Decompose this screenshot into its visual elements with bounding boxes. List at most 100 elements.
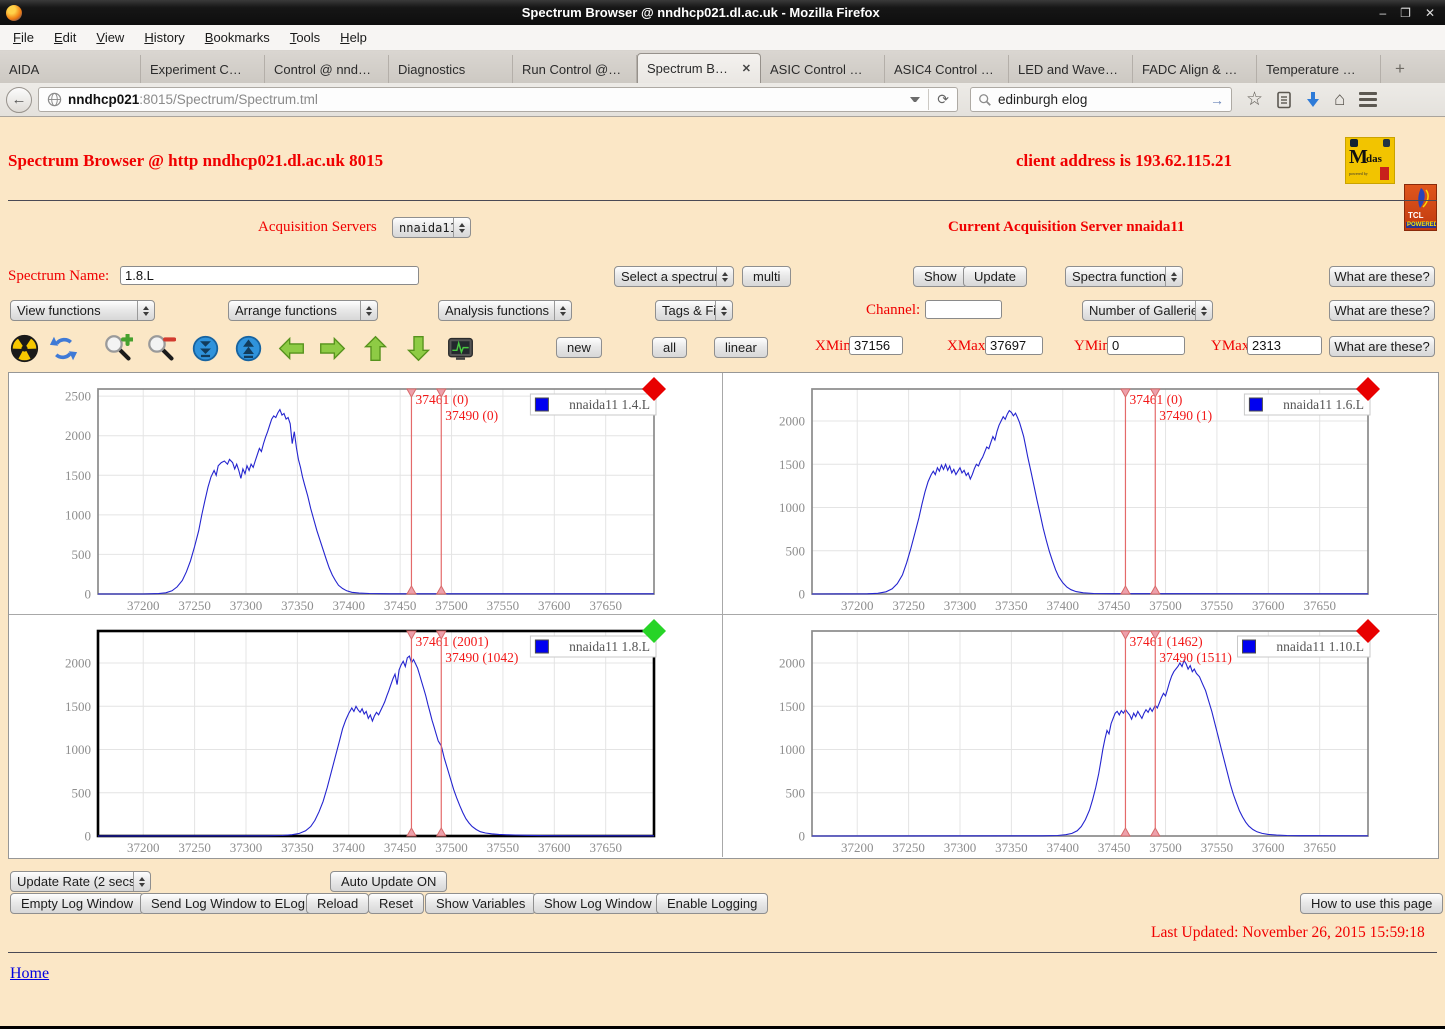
how-to-use-button[interactable]: How to use this page (1300, 893, 1443, 914)
back-button[interactable]: ← (6, 87, 32, 113)
svg-text:37250: 37250 (892, 840, 925, 855)
menu-hamburger-icon[interactable] (1359, 92, 1377, 107)
display-icon[interactable] (446, 334, 475, 363)
what-are-these-button-3[interactable]: What are these? (1329, 336, 1435, 357)
zoom-in-icon[interactable] (104, 334, 133, 363)
last-updated-text: Last Updated: November 26, 2015 15:59:18 (1151, 924, 1425, 942)
select-a-spectrum-dropdown[interactable]: Select a spectrum (614, 266, 734, 287)
tab-asic-control[interactable]: ASIC Control … (761, 55, 885, 83)
site-globe-icon (47, 92, 62, 107)
spectrum-panel-1-6-L[interactable]: 0500100015002000372003725037300373503740… (723, 373, 1437, 615)
search-input[interactable]: edinburgh elog (998, 92, 1203, 107)
menu-bookmarks[interactable]: Bookmarks (196, 27, 279, 48)
pan-up-icon[interactable] (361, 334, 390, 363)
what-are-these-button-1[interactable]: What are these? (1329, 266, 1435, 287)
linear-button[interactable]: linear (714, 337, 768, 358)
ymin-input[interactable] (1107, 336, 1185, 355)
refresh-icon[interactable] (49, 334, 78, 363)
spectrum-panel-1-10-L[interactable]: 0500100015002000372003725037300373503740… (723, 615, 1437, 857)
menu-help[interactable]: Help (331, 27, 376, 48)
tab-fadc-align[interactable]: FADC Align & … (1133, 55, 1257, 83)
xmin-label: XMin (815, 338, 851, 355)
channel-input[interactable] (925, 300, 1002, 319)
tab-run-control[interactable]: Run Control @… (513, 55, 637, 83)
bookmarks-list-icon[interactable] (1276, 91, 1292, 109)
window-maximize-button[interactable]: ❐ (1400, 6, 1411, 20)
xmin-input[interactable] (849, 336, 903, 355)
svg-text:0: 0 (85, 829, 92, 844)
spectra-functions-dropdown[interactable]: Spectra functions (1065, 266, 1183, 287)
pan-right-icon[interactable] (318, 334, 347, 363)
pan-left-icon[interactable] (277, 334, 306, 363)
navigation-toolbar: ← nndhcp021:8015/Spectrum/Spectrum.tml ⟳… (0, 83, 1445, 117)
tab-led-wave[interactable]: LED and Wave… (1009, 55, 1133, 83)
acquisition-server-select[interactable]: nnaida11 (392, 217, 471, 238)
xmax-input[interactable] (985, 336, 1043, 355)
search-go-icon[interactable]: → (1203, 92, 1231, 108)
multi-button[interactable]: multi (742, 266, 791, 287)
svg-text:37550: 37550 (1201, 840, 1234, 855)
show-log-window-button[interactable]: Show Log Window (533, 893, 663, 914)
empty-log-window-button[interactable]: Empty Log Window (10, 893, 144, 914)
menu-edit[interactable]: Edit (45, 27, 85, 48)
stepper-icon (137, 301, 154, 320)
reload-button[interactable]: Reload (306, 893, 369, 914)
tab-diagnostics[interactable]: Diagnostics (389, 55, 513, 83)
menu-view[interactable]: View (87, 27, 133, 48)
send-log-window-button[interactable]: Send Log Window to ELog (140, 893, 316, 914)
url-dropdown-icon[interactable] (910, 97, 920, 103)
page-title: Spectrum Browser @ http nndhcp021.dl.ac.… (8, 151, 383, 171)
new-tab-button[interactable]: + (1385, 57, 1415, 81)
view-functions-dropdown[interactable]: View functions (10, 300, 155, 321)
shrink-y-icon[interactable] (191, 334, 220, 363)
tab-aida[interactable]: AIDA (0, 55, 141, 83)
svg-text:2500: 2500 (65, 389, 91, 404)
downloads-icon[interactable] (1305, 91, 1321, 109)
pan-down-icon[interactable] (404, 334, 433, 363)
number-of-galleries-dropdown[interactable]: Number of Galleries (1082, 300, 1213, 321)
new-button[interactable]: new (556, 337, 602, 358)
tab-control[interactable]: Control @ nnd… (265, 55, 389, 83)
tab-spectrum-browser-active[interactable]: Spectrum B… ✕ (637, 53, 761, 83)
search-bar[interactable]: edinburgh elog → (970, 87, 1232, 112)
arrange-functions-dropdown[interactable]: Arrange functions (228, 300, 378, 321)
tab-experiment[interactable]: Experiment C… (141, 55, 265, 83)
show-button[interactable]: Show (913, 266, 968, 287)
svg-text:37450: 37450 (1098, 598, 1131, 613)
auto-update-button[interactable]: Auto Update ON (330, 871, 447, 892)
spectrum-name-input[interactable] (120, 266, 419, 285)
search-icon (978, 93, 992, 107)
zoom-out-icon[interactable] (147, 334, 176, 363)
all-button[interactable]: all (652, 337, 687, 358)
what-are-these-button-2[interactable]: What are these? (1329, 300, 1435, 321)
midas-shield-icon (1383, 139, 1390, 147)
reload-icon[interactable]: ⟳ (928, 89, 957, 110)
menu-history[interactable]: History (135, 27, 193, 48)
url-bar[interactable]: nndhcp021:8015/Spectrum/Spectrum.tml ⟳ (38, 87, 958, 112)
menu-file[interactable]: File (4, 27, 43, 48)
menu-tools[interactable]: Tools (281, 27, 329, 48)
window-close-button[interactable]: ✕ (1425, 6, 1435, 20)
show-variables-button[interactable]: Show Variables (425, 893, 536, 914)
analysis-functions-dropdown[interactable]: Analysis functions (438, 300, 572, 321)
update-button[interactable]: Update (963, 266, 1027, 287)
tags-fits-dropdown[interactable]: Tags & Fits (655, 300, 733, 321)
radiation-icon[interactable] (10, 334, 39, 363)
tab-asic4-control[interactable]: ASIC4 Control … (885, 55, 1009, 83)
expand-y-icon[interactable] (234, 334, 263, 363)
window-minimize-button[interactable]: – (1379, 6, 1386, 20)
home-icon[interactable]: ⌂ (1334, 89, 1345, 111)
update-rate-dropdown[interactable]: Update Rate (2 secs) (10, 871, 151, 892)
tab-close-icon[interactable]: ✕ (742, 62, 751, 75)
home-link[interactable]: Home (10, 965, 49, 983)
ymax-input[interactable] (1247, 336, 1322, 355)
spectrum-panel-1-4-L[interactable]: 0500100015002000250037200372503730037350… (9, 373, 723, 615)
spectrum-panel-1-8-L[interactable]: 0500100015002000372003725037300373503740… (9, 615, 723, 857)
tab-temperature[interactable]: Temperature … (1257, 55, 1381, 83)
svg-text:37350: 37350 (995, 598, 1028, 613)
bookmark-star-icon[interactable]: ☆ (1246, 88, 1263, 111)
enable-logging-button[interactable]: Enable Logging (656, 893, 768, 914)
svg-text:37450: 37450 (1098, 840, 1131, 855)
svg-text:500: 500 (72, 547, 92, 562)
reset-button[interactable]: Reset (368, 893, 424, 914)
